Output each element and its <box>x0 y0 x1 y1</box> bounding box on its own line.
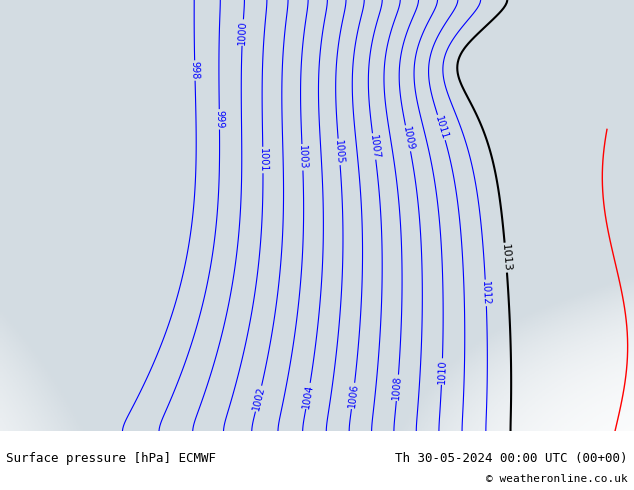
Text: 1000: 1000 <box>237 20 249 45</box>
Text: 1005: 1005 <box>333 139 345 165</box>
Text: Surface pressure [hPa] ECMWF: Surface pressure [hPa] ECMWF <box>6 452 216 465</box>
Text: 998: 998 <box>190 61 200 80</box>
Text: Th 30-05-2024 00:00 UTC (00+00): Th 30-05-2024 00:00 UTC (00+00) <box>395 452 628 465</box>
Text: © weatheronline.co.uk: © weatheronline.co.uk <box>486 474 628 484</box>
Text: 1012: 1012 <box>481 280 491 305</box>
Text: 1010: 1010 <box>437 359 448 384</box>
Text: 1003: 1003 <box>297 145 308 170</box>
Text: 1009: 1009 <box>401 125 415 151</box>
Text: 1001: 1001 <box>258 147 268 172</box>
Text: 1002: 1002 <box>251 386 266 412</box>
Text: 999: 999 <box>214 110 224 128</box>
Text: 1007: 1007 <box>368 134 380 159</box>
Text: 1011: 1011 <box>433 114 450 141</box>
Text: 1004: 1004 <box>301 383 315 409</box>
Text: 1008: 1008 <box>391 375 403 400</box>
Text: 1006: 1006 <box>347 383 359 409</box>
Text: 1013: 1013 <box>500 243 512 272</box>
